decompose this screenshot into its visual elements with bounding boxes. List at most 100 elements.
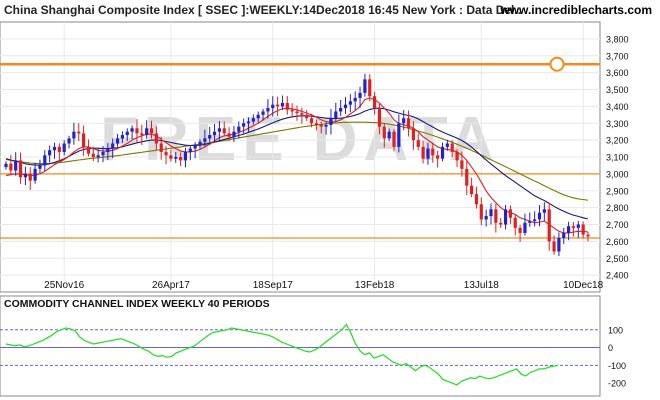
candle-body	[285, 103, 289, 110]
candle-body	[470, 185, 474, 195]
candle-body	[368, 79, 372, 97]
candle-body	[324, 124, 328, 127]
candle-body	[91, 153, 95, 157]
candle-body	[149, 128, 154, 134]
candle-body	[445, 143, 449, 147]
candle-body	[43, 155, 47, 166]
candle-body	[440, 146, 445, 159]
candle-body	[222, 128, 226, 134]
price-ytick-label: 3,400	[606, 102, 629, 112]
candle-body	[115, 138, 120, 144]
candle-body	[276, 104, 280, 107]
candle-body	[77, 131, 81, 134]
price-ytick-label: 3,500	[606, 85, 629, 95]
candle-body	[179, 157, 183, 161]
candle-body	[62, 143, 66, 152]
candle-body	[450, 143, 454, 152]
candle-body	[387, 131, 391, 139]
candle-body	[48, 150, 52, 156]
candle-body	[300, 113, 304, 115]
candle-body	[251, 118, 255, 122]
candle-body	[567, 226, 571, 233]
candle-body	[562, 232, 566, 238]
cci-panel	[0, 295, 601, 397]
candle-body	[266, 108, 270, 112]
candle-body	[188, 148, 192, 152]
candle-body	[246, 121, 251, 124]
candle-body	[96, 155, 100, 157]
candle-body	[523, 222, 527, 233]
candle-body	[101, 151, 105, 156]
candle-body	[382, 126, 386, 139]
candle-body	[169, 155, 173, 159]
candle-body	[465, 168, 469, 186]
price-ytick-label: 2,700	[606, 220, 629, 230]
candle-body	[329, 118, 333, 125]
candle-body	[358, 92, 362, 98]
candle-body	[460, 160, 464, 169]
candle-body	[431, 148, 435, 156]
candle-body	[193, 145, 197, 149]
candle-body	[319, 124, 323, 127]
price-xtick-label: 25Nov16	[44, 280, 84, 291]
candle-body	[159, 143, 163, 152]
candle-body	[212, 131, 217, 136]
candle-body	[426, 148, 430, 159]
cci-title: COMMODITY CHANNEL INDEX WEEKLY 40 PERIOD…	[4, 298, 270, 310]
candle-body	[489, 209, 493, 217]
candle-body	[581, 224, 585, 235]
candle-body	[494, 209, 498, 223]
price-xtick-label: 18Sep17	[253, 280, 293, 291]
candle-body	[518, 227, 522, 233]
candle-body	[125, 131, 129, 136]
candle-body	[353, 97, 357, 102]
candle-body	[67, 138, 71, 144]
candle-body	[271, 104, 275, 109]
candle-body	[28, 173, 32, 181]
candle-body	[363, 79, 367, 93]
cci-ytick-label: 0	[608, 343, 613, 353]
candle-body	[537, 212, 542, 220]
candle-body	[373, 96, 377, 109]
candle-body	[305, 114, 309, 119]
candle-body	[343, 104, 348, 109]
candle-body	[552, 241, 556, 252]
level-marker-circle	[549, 56, 565, 72]
candle-body	[314, 123, 318, 125]
candle-body	[455, 151, 459, 161]
candle-body	[242, 123, 246, 127]
candle-body	[261, 111, 265, 115]
candle-body	[406, 118, 411, 129]
candle-body	[86, 146, 91, 154]
cci-series-line	[5, 323, 559, 386]
candle-body	[339, 108, 343, 112]
price-ytick-label: 2,800	[606, 203, 629, 213]
price-ytick-label: 3,100	[606, 153, 629, 163]
candle-body	[145, 128, 149, 136]
candle-body	[499, 222, 503, 225]
candle-body	[402, 118, 406, 124]
candle-body	[33, 168, 37, 181]
price-xtick-label: 13Jul18	[464, 280, 499, 291]
candle-body	[508, 209, 512, 218]
chart-title: China Shanghai Composite Index [ SSEC ]:…	[4, 3, 522, 17]
candle-body	[72, 131, 76, 139]
candle-body	[586, 234, 590, 237]
candle-body	[392, 131, 396, 147]
candle-body	[164, 151, 168, 156]
cci-ytick-label: -200	[608, 379, 626, 389]
price-xtick-label: 13Feb18	[355, 280, 395, 291]
candle-body	[237, 126, 241, 132]
candle-body	[183, 151, 188, 161]
candle-body	[38, 165, 42, 169]
cci-ytick-label: -100	[608, 361, 626, 371]
candle-body	[256, 114, 260, 119]
candle-body	[130, 128, 134, 132]
price-xtick-label: 26Apr17	[152, 280, 190, 291]
candle-body	[503, 209, 508, 225]
candle-body	[377, 108, 382, 127]
candle-body	[82, 133, 86, 147]
site-link[interactable]: www.incrediblecharts.com	[500, 3, 652, 17]
price-ytick-label: 3,300	[606, 119, 629, 129]
